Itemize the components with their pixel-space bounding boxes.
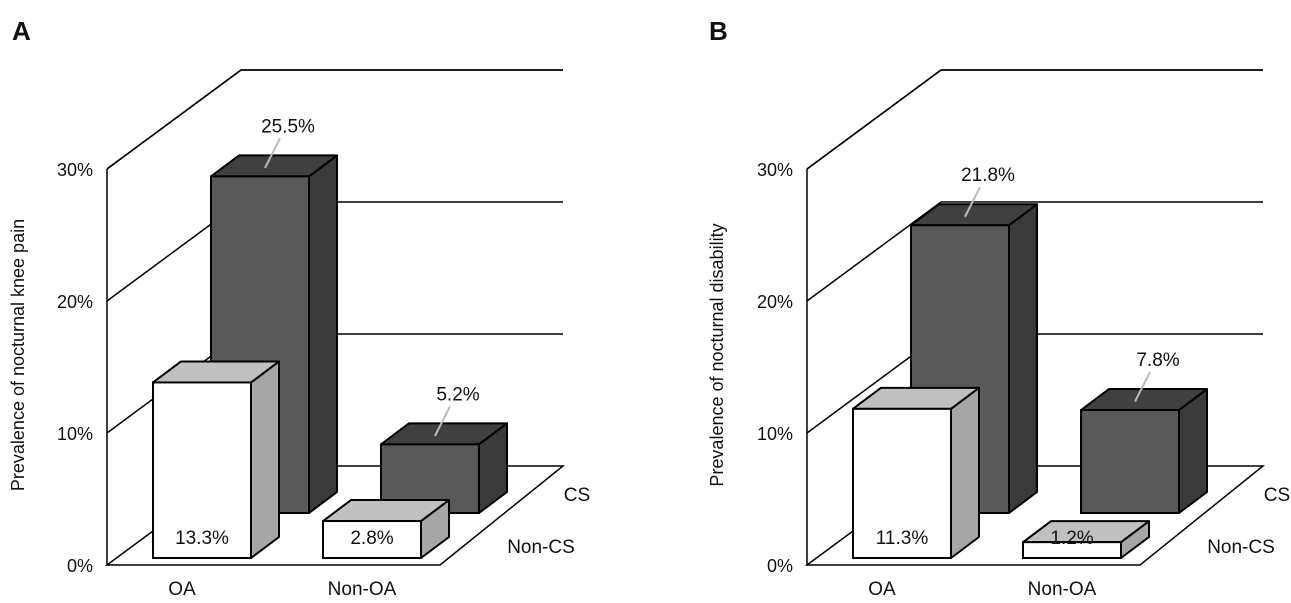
y-axis-label: Prevalence of nocturnal knee pain bbox=[8, 219, 28, 491]
bar-cs-oa-side bbox=[308, 154, 338, 514]
y-tick-label: 30% bbox=[757, 160, 793, 180]
wall-top-diagonal bbox=[806, 69, 942, 170]
data-label: 13.3% bbox=[175, 528, 229, 549]
bar-noncs-nonoa-face bbox=[1022, 541, 1122, 559]
bar-noncs-oa-side bbox=[950, 386, 980, 559]
bar-noncs-oa bbox=[152, 360, 280, 559]
depth-label: CS bbox=[564, 485, 590, 506]
bar-noncs-oa-face bbox=[152, 381, 252, 559]
y-tick-label: 20% bbox=[57, 292, 93, 312]
data-label: 25.5% bbox=[261, 116, 315, 137]
bar-cs-nonoa-face bbox=[1080, 409, 1180, 515]
x-category-label: Non-OA bbox=[1028, 579, 1097, 600]
bar-noncs-oa bbox=[852, 386, 980, 559]
data-label-leader bbox=[964, 186, 981, 218]
y-tick-label: 10% bbox=[57, 424, 93, 444]
data-label-leader bbox=[434, 405, 451, 437]
y-tick-label: 30% bbox=[57, 160, 93, 180]
bars: 21.8% 7.8% 11.3% 1.2% bbox=[852, 165, 1208, 559]
data-label: 5.2% bbox=[436, 384, 479, 405]
data-label: 21.8% bbox=[961, 165, 1015, 186]
panel-letter: B bbox=[709, 16, 728, 46]
depth-label: Non-CS bbox=[1207, 537, 1275, 558]
x-category-label: Non-OA bbox=[328, 579, 397, 600]
gridlines bbox=[806, 69, 1263, 434]
data-label: 11.3% bbox=[876, 528, 929, 549]
data-label: 1.2% bbox=[1050, 528, 1093, 549]
panel-letter: A bbox=[12, 16, 31, 46]
data-label: 2.8% bbox=[350, 528, 393, 549]
bar-noncs-oa-face bbox=[852, 407, 952, 559]
depth-label: Non-CS bbox=[507, 537, 575, 558]
chart-panel-a: A 0% 10% 20% 30% Prevalence of nocturnal knee… bbox=[8, 16, 590, 600]
bars: 25.5% 5.2% 13.3% 2.8% bbox=[152, 116, 508, 559]
y-tick-label: 20% bbox=[757, 292, 793, 312]
x-category-label: OA bbox=[168, 579, 196, 600]
data-label-leader bbox=[1134, 371, 1151, 402]
y-tick-label: 10% bbox=[757, 424, 793, 444]
bar-cs-nonoa bbox=[1080, 388, 1208, 515]
y-tick-label: 0% bbox=[767, 556, 793, 576]
wall-top-diagonal bbox=[106, 69, 242, 170]
data-label-leader bbox=[264, 137, 281, 169]
x-category-label: OA bbox=[868, 579, 896, 600]
bar-noncs-oa-side bbox=[250, 360, 280, 559]
bar-noncs-nonoa-face bbox=[322, 520, 422, 559]
y-tick-label: 0% bbox=[67, 556, 93, 576]
bar-cs-oa-side bbox=[1008, 203, 1038, 514]
bar-noncs-nonoa bbox=[1022, 520, 1150, 559]
depth-label: CS bbox=[1264, 485, 1290, 506]
y-axis-label: Prevalence of nocturnal disability bbox=[707, 223, 727, 486]
chart-panel-b: B 0% 10% 20% 30% Prevalence of nocturnal disa… bbox=[707, 16, 1290, 600]
data-label: 7.8% bbox=[1136, 350, 1179, 371]
bar-noncs-nonoa bbox=[322, 499, 450, 559]
